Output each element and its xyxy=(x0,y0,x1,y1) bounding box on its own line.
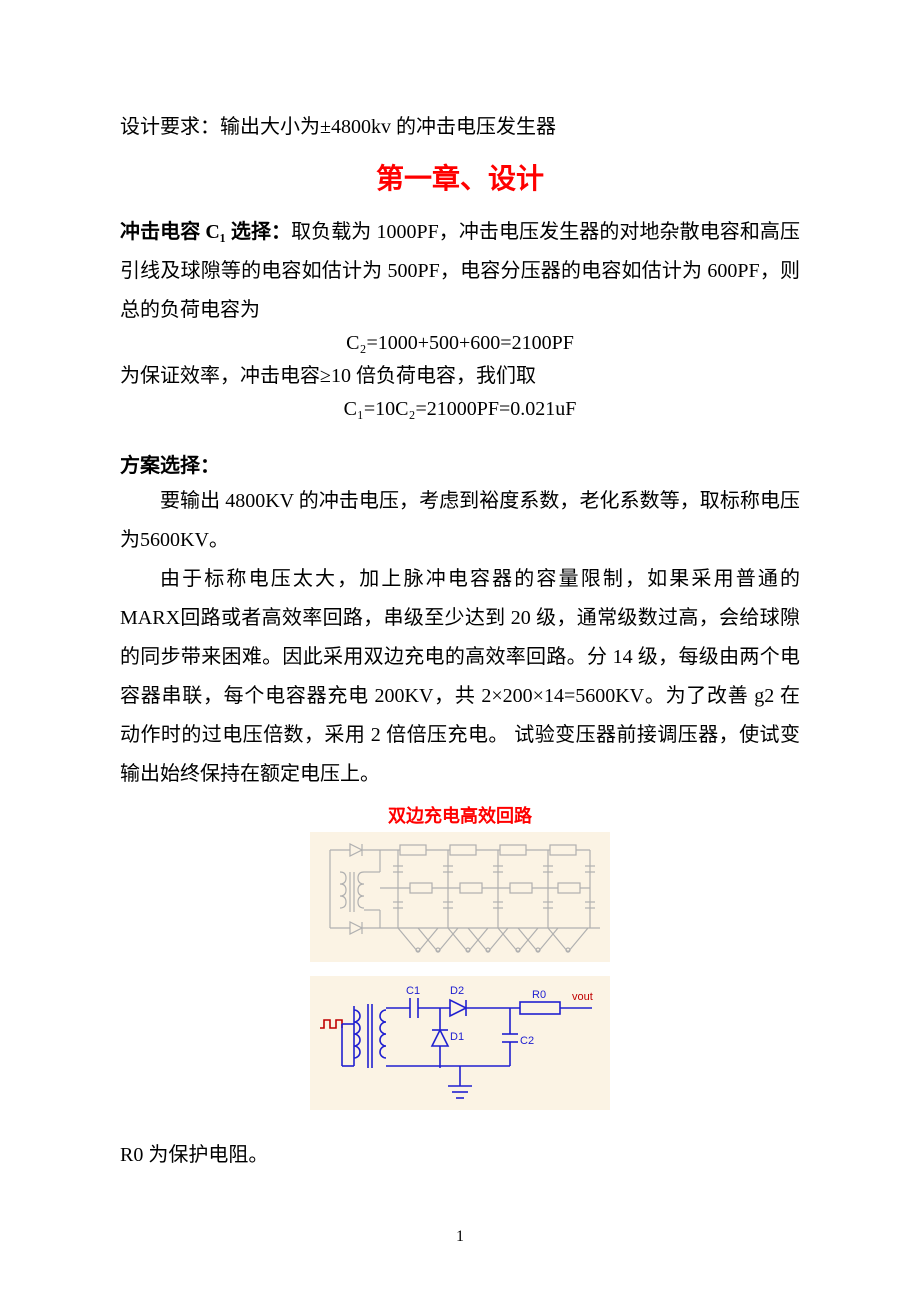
label-d1: D1 xyxy=(450,1031,464,1043)
label-c1: C1 xyxy=(406,985,420,997)
chapter-title: 第一章、设计 xyxy=(120,157,800,197)
label-c2: C2 xyxy=(520,1035,534,1047)
design-requirement: 设计要求：输出大小为±4800kv 的冲击电压发生器 xyxy=(120,110,800,139)
diagram2-svg: C1 D2 D1 R0 C2 vout xyxy=(310,976,610,1110)
formula-c1: C₁=10C₂=21000PF=0.021uF xyxy=(120,398,800,421)
plan-paragraph-2: 由于标称电压太大，加上脉冲电容器的容量限制，如果采用普通的 MARX回路或者高效… xyxy=(120,560,800,794)
diagram1-svg xyxy=(310,832,610,962)
diagram1-title: 双边充电高效回路 xyxy=(120,802,800,828)
label-d2: D2 xyxy=(450,985,464,997)
label-r0: R0 xyxy=(532,989,546,1001)
formula-c2: C₂=1000+500+600=2100PF xyxy=(120,332,800,355)
efficiency-line: 为保证效率，冲击电容≥10 倍负荷电容，我们取 xyxy=(120,357,800,396)
plan-paragraph-1: 要输出 4800KV 的冲击电压，考虑到裕度系数，老化系数等，取标称电压为560… xyxy=(120,482,800,560)
diagram1-container xyxy=(120,832,800,962)
c1-selection-paragraph: 冲击电容 C₁ 选择：取负载为 1000PF，冲击电压发生器的对地杂散电容和高压… xyxy=(120,213,800,330)
page-number: 1 xyxy=(0,1228,920,1246)
diagram2-container: C1 D2 D1 R0 C2 vout xyxy=(120,976,800,1110)
label-vout: vout xyxy=(572,991,593,1003)
c1-heading: 冲击电容 C₁ 选择： xyxy=(120,221,291,243)
plan-heading: 方案选择： xyxy=(120,449,800,478)
r0-note: R0 为保护电阻。 xyxy=(120,1138,800,1167)
